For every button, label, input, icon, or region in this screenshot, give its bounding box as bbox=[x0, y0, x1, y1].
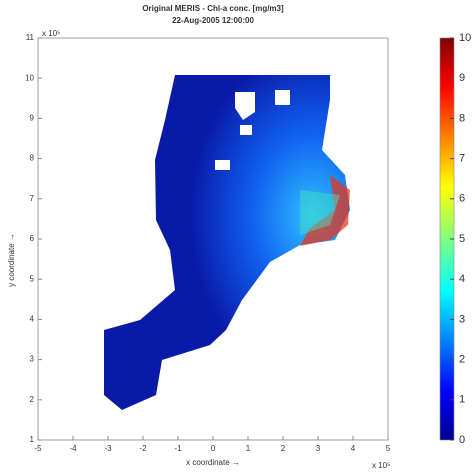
colorbar-tick-label: 4 bbox=[459, 273, 465, 285]
colorbar-tick-label: 2 bbox=[459, 354, 465, 366]
colorbar-tick-label: 3 bbox=[459, 313, 465, 325]
x-tick-label: 5 bbox=[386, 444, 391, 453]
x-exponent: x 10⁵ bbox=[372, 461, 390, 470]
colorbar-tick-label: 1 bbox=[459, 394, 465, 406]
x-tick-label: 3 bbox=[316, 444, 321, 453]
x-tick-label: -2 bbox=[139, 444, 147, 453]
x-tick-label: -1 bbox=[174, 444, 182, 453]
chart-title: Original MERIS - Chl-a conc. [mg/m3] bbox=[142, 4, 284, 13]
colorbar-tick-label: 0 bbox=[459, 434, 465, 446]
y-tick-label: 2 bbox=[30, 395, 35, 404]
y-tick-label: 10 bbox=[25, 73, 34, 82]
y-axis-label: y coordinate → bbox=[7, 233, 16, 287]
y-tick-label: 3 bbox=[30, 355, 35, 364]
colorbar-tick-label: 8 bbox=[459, 112, 465, 124]
colorbar-tick-label: 9 bbox=[459, 72, 465, 84]
x-tick-label: -4 bbox=[69, 444, 77, 453]
y-tick-label: 6 bbox=[30, 234, 35, 243]
x-tick-label: -3 bbox=[104, 444, 112, 453]
x-axis-label: x coordinate → bbox=[186, 458, 240, 467]
y-tick-label: 5 bbox=[30, 274, 35, 283]
colorbar-tick-label: 7 bbox=[459, 153, 465, 165]
map-field bbox=[104, 75, 350, 410]
colorbar-tick-label: 5 bbox=[459, 233, 465, 245]
y-tick-label: 8 bbox=[30, 154, 35, 163]
x-tick-label: 0 bbox=[211, 444, 216, 453]
no-data-gap bbox=[215, 90, 290, 170]
x-tick-label: 2 bbox=[281, 444, 286, 453]
y-exponent: x 10⁵ bbox=[42, 29, 60, 38]
y-tick-label: 7 bbox=[30, 194, 35, 203]
chart-subtitle: 22-Aug-2005 12:00:00 bbox=[172, 16, 254, 25]
x-tick-label: 4 bbox=[351, 444, 356, 453]
chl-field bbox=[104, 75, 350, 410]
mid-chl-patch bbox=[300, 190, 340, 235]
x-tick-label: 1 bbox=[246, 444, 251, 453]
y-tick-label: 11 bbox=[26, 33, 35, 42]
y-tick-label: 9 bbox=[30, 114, 35, 123]
y-tick-label: 4 bbox=[30, 315, 35, 324]
x-tick-label: -5 bbox=[34, 444, 42, 453]
colorbar-tick-label: 6 bbox=[459, 193, 465, 205]
y-tick-label: 1 bbox=[30, 435, 35, 444]
colorbar-tick-label: 10 bbox=[459, 32, 471, 44]
